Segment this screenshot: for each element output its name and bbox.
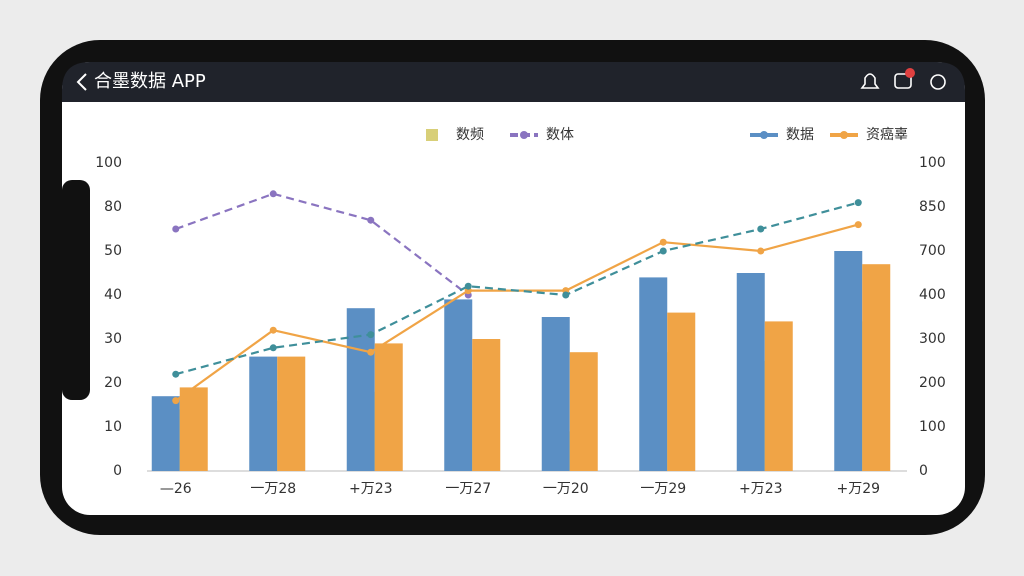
y-tick-label: 100 <box>95 155 122 171</box>
legend-label: 数据 <box>786 127 814 143</box>
y-tick-label: 20 <box>104 375 122 391</box>
point <box>464 282 472 290</box>
bar <box>862 264 891 471</box>
point <box>562 291 570 299</box>
point <box>367 216 375 224</box>
y2-tick-label: 400 <box>919 287 946 303</box>
y-tick-label: 30 <box>104 331 122 347</box>
y2-tick-label: 700 <box>919 243 946 259</box>
bar <box>249 356 278 471</box>
point <box>854 221 862 229</box>
x-tick-label: +万23 <box>349 481 393 497</box>
y-tick-label: 0 <box>113 463 122 479</box>
point <box>172 225 180 233</box>
line <box>175 201 859 376</box>
bar <box>639 277 668 471</box>
y2-tick-label: 0 <box>919 463 928 479</box>
bar <box>374 343 403 471</box>
settings-icon[interactable] <box>930 74 946 90</box>
bar <box>736 273 765 471</box>
point <box>269 344 277 352</box>
point <box>757 247 765 255</box>
badge <box>905 68 915 78</box>
bar <box>179 387 208 471</box>
x-tick-label: 一万29 <box>640 481 686 497</box>
x-tick-label: 一万20 <box>543 481 589 497</box>
legend-label: 数频 <box>456 127 484 143</box>
x-tick-label: +万29 <box>836 481 880 497</box>
x-tick-label: 一万27 <box>445 481 491 497</box>
bar <box>444 299 473 471</box>
point <box>757 225 765 233</box>
legend-label: 数体 <box>546 127 574 143</box>
y-tick-label: 10 <box>104 419 122 435</box>
app-bar <box>62 62 965 102</box>
bar <box>151 396 180 471</box>
y-tick-label: 40 <box>104 287 122 303</box>
point <box>367 348 375 356</box>
bar <box>667 312 696 471</box>
bar <box>764 321 793 471</box>
y2-tick-label: 100 <box>919 419 946 435</box>
legend-label: 资癌辜 <box>866 127 908 143</box>
legend-dot <box>760 131 768 139</box>
point <box>659 247 667 255</box>
chart: 0 10 20 30 40 50 80 100 0 100 200 300 400 700 850 100 —2… <box>95 127 945 497</box>
point <box>367 331 375 339</box>
x-tick-label: —26 <box>160 481 192 497</box>
bar <box>472 339 501 471</box>
point <box>269 326 277 334</box>
point <box>269 190 277 198</box>
bar <box>277 356 306 471</box>
notch <box>62 180 90 400</box>
point <box>659 238 667 246</box>
legend-dot <box>840 131 848 139</box>
y-tick-label: 50 <box>104 243 122 259</box>
legend-swatch <box>426 129 438 141</box>
app-title: 合墨数据 APP <box>94 71 206 92</box>
bell-icon[interactable] <box>860 73 880 89</box>
y2-tick-label: 850 <box>919 199 946 215</box>
y2-tick-label: 100 <box>919 155 946 171</box>
message-icon[interactable] <box>894 73 912 89</box>
point <box>172 397 180 405</box>
bar <box>541 317 570 471</box>
x-tick-label: 一万28 <box>250 481 296 497</box>
point <box>854 199 862 207</box>
y2-tick-label: 300 <box>919 331 946 347</box>
y-tick-label: 80 <box>104 199 122 215</box>
legend-dot <box>520 131 528 139</box>
x-tick-label: +万23 <box>739 481 783 497</box>
line <box>175 192 469 296</box>
back-button[interactable] <box>76 73 87 91</box>
point <box>172 370 180 378</box>
y2-tick-label: 200 <box>919 375 946 391</box>
bar <box>834 251 863 471</box>
bar <box>569 352 598 471</box>
